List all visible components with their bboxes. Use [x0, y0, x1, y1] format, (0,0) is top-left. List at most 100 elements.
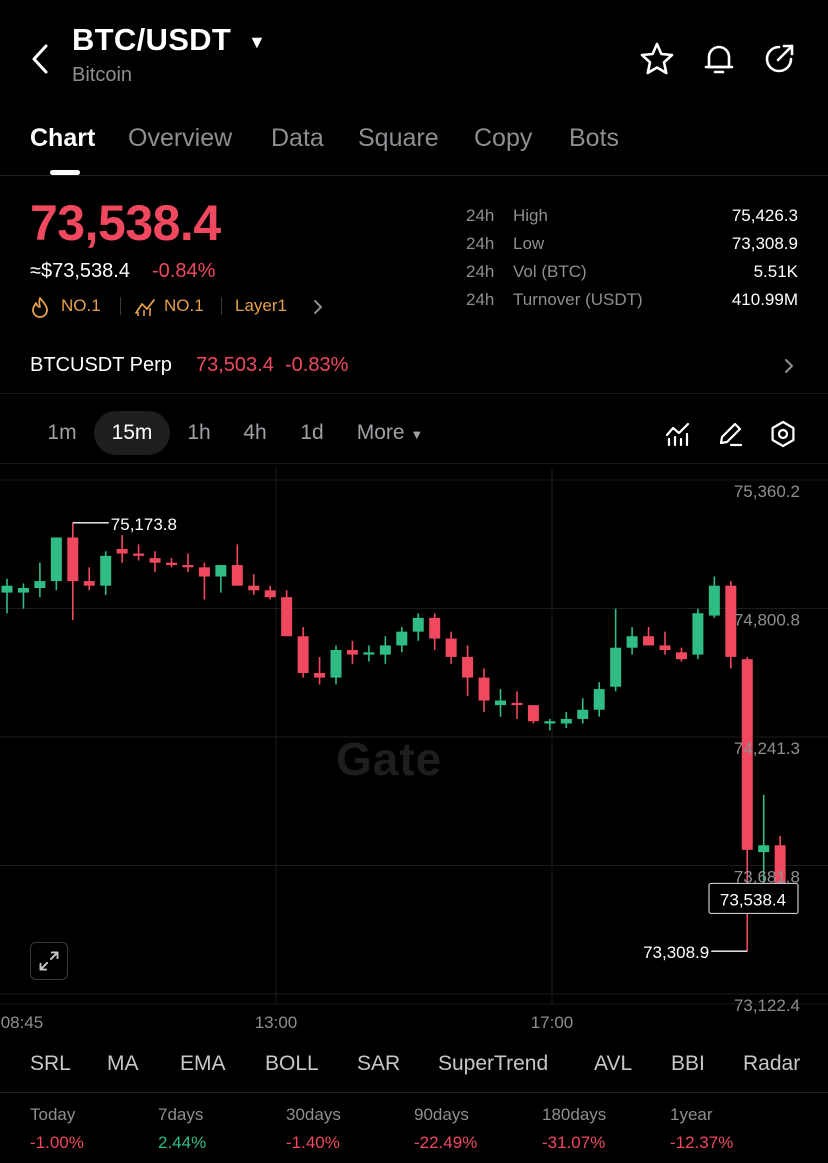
candle-body	[50, 537, 62, 582]
candle	[725, 581, 737, 669]
candle	[560, 712, 572, 729]
candle-body	[379, 645, 391, 655]
stat-turnover: 24h Turnover (USDT) 410.99M	[466, 290, 800, 318]
interval-1m[interactable]: 1m	[47, 421, 77, 444]
candle-body	[198, 567, 210, 577]
candle	[708, 576, 720, 618]
indicator-ema[interactable]: EMA	[180, 1052, 226, 1075]
candle-body	[17, 588, 29, 593]
candle	[511, 691, 523, 719]
tab-bots[interactable]: Bots	[569, 124, 620, 152]
candlestick-chart[interactable]: Gate 75,360.2 74,800.8 74,241.3 73,681.8 73,…	[0, 468, 828, 1036]
candle	[133, 544, 145, 561]
perp-row[interactable]: BTCUSDT Perp 73,503.4 -0.83%	[0, 338, 828, 394]
candle-body	[314, 672, 326, 678]
indicator-supertrend[interactable]: SuperTrend	[438, 1052, 549, 1075]
interval-15m[interactable]: 15m	[94, 411, 170, 455]
category-badge[interactable]: Layer1	[235, 296, 287, 315]
candle-body	[116, 548, 128, 554]
candle	[495, 689, 506, 717]
indicator-ma[interactable]: MA	[107, 1052, 139, 1075]
candle	[231, 544, 243, 586]
tab-data[interactable]: Data	[271, 124, 324, 152]
candle-body	[396, 631, 408, 646]
back-icon[interactable]	[26, 40, 56, 78]
interval-1d[interactable]: 1d	[300, 421, 324, 444]
badge-divider	[120, 297, 121, 315]
settings-icon[interactable]	[769, 420, 797, 448]
candle-body	[231, 565, 243, 586]
candle-body	[527, 705, 539, 722]
chevron-right-icon[interactable]	[312, 298, 324, 316]
stat-value: 410.99M	[731, 290, 798, 309]
indicator-srl[interactable]: SRL	[30, 1052, 71, 1075]
candle-body	[560, 718, 572, 724]
candle	[17, 583, 29, 609]
interval-1h[interactable]: 1h	[187, 421, 211, 444]
y-tick-label: 73,122.4	[734, 996, 800, 1015]
star-icon[interactable]	[638, 40, 676, 78]
x-tick-label: 13:00	[255, 1013, 298, 1032]
trend-rank-badge[interactable]: NO.1	[164, 296, 204, 315]
tab-square[interactable]: Square	[358, 124, 439, 152]
indicator-icon[interactable]	[664, 420, 692, 448]
candle-body	[774, 845, 786, 889]
last-price-box	[708, 882, 799, 915]
candle	[478, 668, 490, 713]
stat-volume: 24h Vol (BTC) 5.51K	[466, 262, 800, 290]
tab-copy[interactable]: Copy	[474, 124, 533, 152]
candle	[83, 567, 95, 591]
candle-body	[297, 636, 309, 673]
tab-overview[interactable]: Overview	[128, 124, 233, 152]
candle-body	[675, 652, 687, 660]
tab-chart[interactable]: Chart	[30, 124, 96, 152]
y-tick-label: 75,360.2	[734, 482, 800, 501]
candle	[593, 682, 605, 717]
candle	[445, 631, 457, 664]
indicator-avl[interactable]: AVL	[594, 1052, 633, 1075]
candle-body	[593, 689, 605, 710]
dropdown-caret-icon[interactable]: ▼	[248, 32, 266, 52]
pencil-icon[interactable]	[716, 420, 744, 448]
candle-body	[264, 590, 276, 598]
candle-body	[149, 558, 161, 563]
indicator-radar[interactable]: Radar	[743, 1052, 801, 1075]
interval-more-dropdown[interactable]: More ▼	[356, 421, 424, 444]
candle-body	[495, 700, 506, 706]
interval-4h[interactable]: 4h	[243, 421, 267, 444]
candle-body	[429, 617, 441, 639]
candle	[379, 636, 391, 664]
candle	[149, 551, 161, 572]
candle	[610, 608, 622, 692]
bell-icon[interactable]	[700, 40, 738, 78]
x-tick-label: 08:45	[1, 1013, 44, 1032]
indicator-bbi[interactable]: BBI	[671, 1052, 705, 1075]
pair-title[interactable]: BTC/USDT	[72, 22, 232, 57]
perp-name: BTCUSDT Perp	[30, 354, 172, 376]
candle	[692, 608, 704, 660]
candle	[429, 613, 441, 651]
dropdown-caret-icon: ▼	[410, 427, 424, 442]
candle	[248, 574, 260, 595]
candle	[396, 627, 408, 653]
candle-body	[741, 659, 753, 850]
indicator-sar[interactable]: SAR	[357, 1052, 401, 1075]
candle-body	[445, 638, 457, 657]
indicator-bar: SRL MA EMA BOLL SAR SuperTrend AVL BBI R…	[0, 1044, 828, 1088]
share-icon[interactable]	[760, 40, 798, 78]
perf-today: Today -1.00%	[30, 1105, 84, 1152]
stat-high: 24h High 75,426.3	[466, 206, 800, 234]
candle-body	[511, 702, 523, 706]
candle-body	[133, 553, 145, 556]
hot-rank-badge[interactable]: NO.1	[61, 296, 101, 315]
candle-body	[330, 650, 342, 678]
fullscreen-icon[interactable]	[30, 942, 68, 980]
stat-label: Low	[513, 234, 545, 253]
gate-watermark: Gate	[336, 733, 443, 785]
stat-label: Vol (BTC)	[513, 262, 587, 281]
candle-body	[1, 585, 13, 593]
last-price: 73,538.4	[30, 195, 221, 251]
indicator-boll[interactable]: BOLL	[265, 1052, 319, 1075]
candle	[659, 631, 671, 655]
candle	[215, 565, 227, 593]
